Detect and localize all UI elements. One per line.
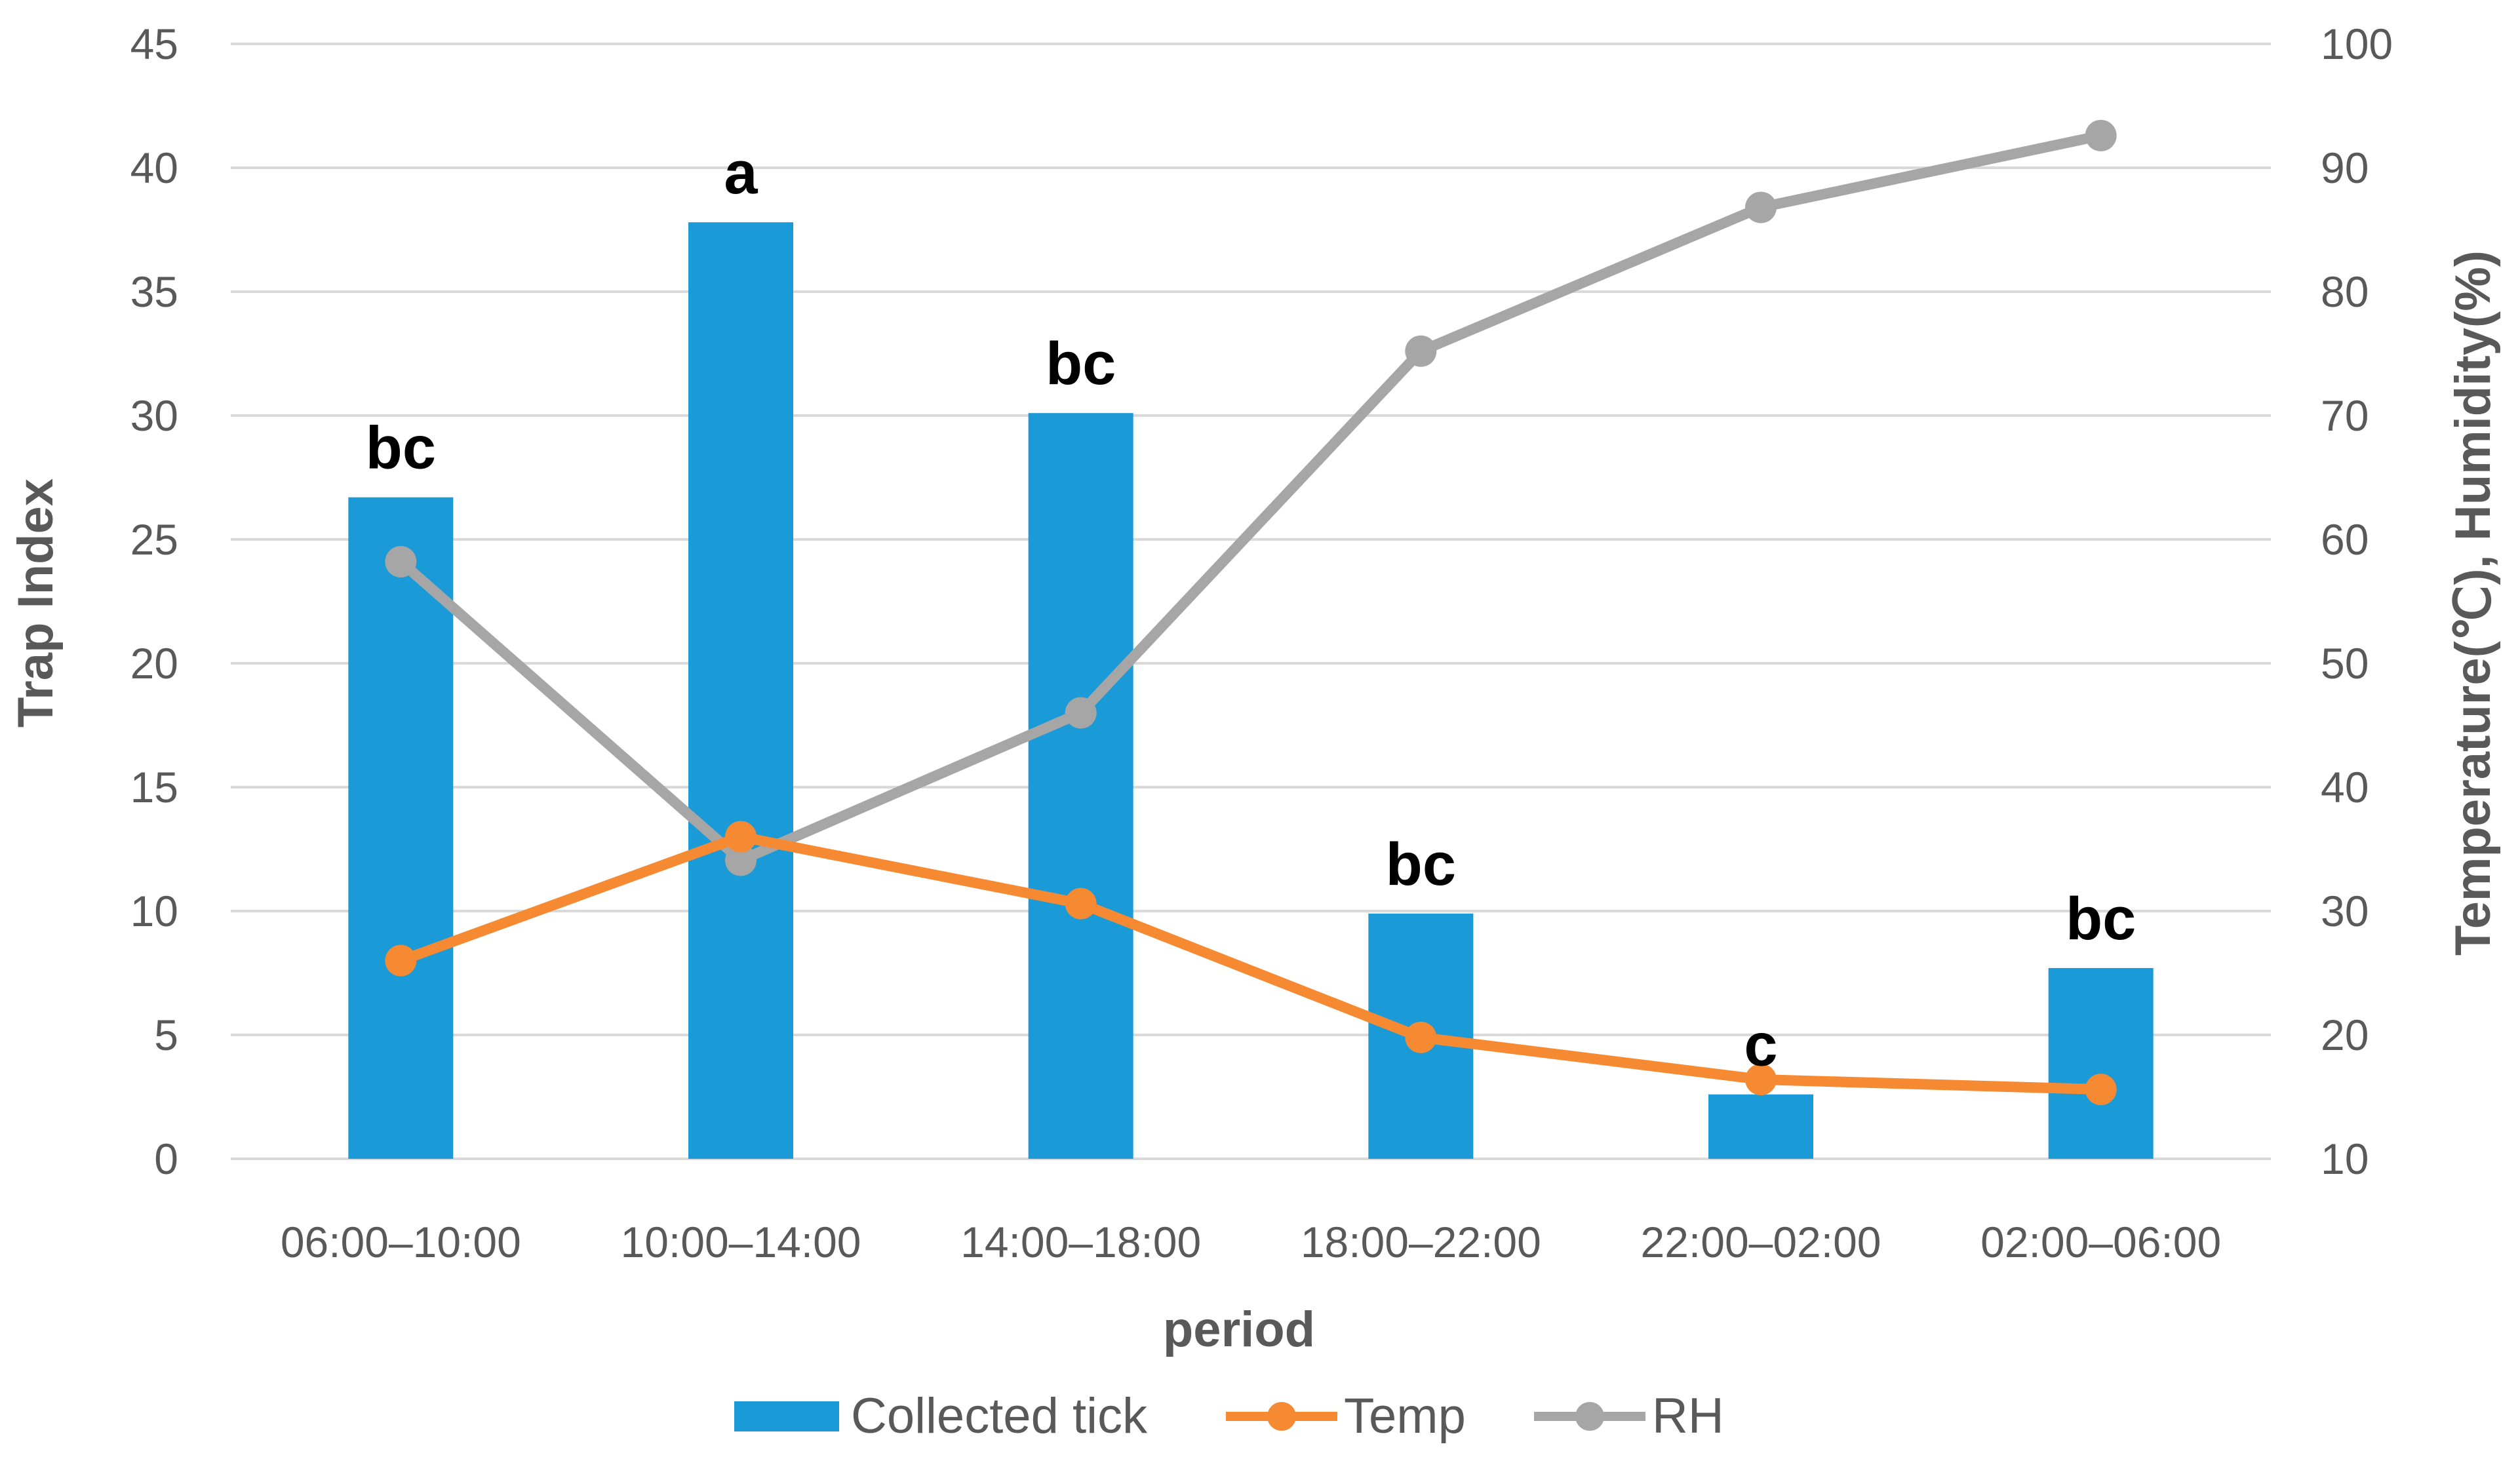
y-axis-title: Trap Index [8, 478, 64, 728]
point-rh [725, 844, 757, 876]
significance-label: bc [1386, 831, 1456, 898]
line-temp [395, 831, 2106, 1095]
point-temp [725, 821, 757, 853]
significance-label: a [724, 140, 758, 206]
significance-labels: bc a bc bc c bc [366, 140, 2136, 1079]
y2-tick-label: 50 [2321, 639, 2369, 688]
point-temp [1065, 887, 1097, 920]
line-series [385, 119, 2117, 1106]
significance-label: bc [2066, 885, 2136, 952]
y2-axis-title: Temperature(℃), Humidity(%) [2445, 250, 2501, 956]
x-tick-label: 06:00–10:00 [281, 1218, 521, 1266]
legend: Collected tick Temp RH [734, 1388, 1724, 1444]
bar [1708, 1094, 1813, 1159]
x-tick-label: 02:00–06:00 [1980, 1218, 2221, 1266]
left-axis-ticks: 0 5 10 15 20 25 30 35 40 45 [130, 20, 178, 1183]
y-tick-label: 15 [130, 763, 178, 811]
significance-label: bc [366, 415, 436, 482]
gridlines [231, 43, 2271, 1160]
significance-label: c [1744, 1012, 1777, 1079]
y-tick-label: 10 [130, 887, 178, 935]
point-temp [385, 944, 417, 977]
y2-tick-label: 30 [2321, 887, 2369, 935]
y-tick-label: 35 [130, 267, 178, 316]
point-rh [385, 546, 417, 578]
bar-series [348, 222, 2154, 1159]
legend-label-rh: RH [1652, 1388, 1724, 1444]
y2-tick-label: 40 [2321, 763, 2369, 811]
y-tick-label: 5 [154, 1011, 178, 1059]
line-rh [395, 130, 2106, 866]
y2-tick-label: 20 [2321, 1011, 2369, 1059]
point-rh [1065, 697, 1097, 729]
y-tick-label: 20 [130, 639, 178, 688]
point-rh [2085, 119, 2117, 151]
y-tick-label: 0 [154, 1135, 178, 1183]
y2-tick-label: 100 [2321, 20, 2393, 68]
y-tick-label: 40 [130, 144, 178, 192]
x-tick-label: 14:00–18:00 [960, 1218, 1201, 1266]
legend-label-temp: Temp [1344, 1388, 1466, 1444]
point-temp [1405, 1021, 1437, 1053]
legend-marker-temp [1267, 1402, 1296, 1431]
y2-tick-label: 70 [2321, 391, 2369, 440]
legend-label-collected-tick: Collected tick [851, 1388, 1148, 1444]
y-tick-label: 25 [130, 515, 178, 564]
point-rh [1405, 335, 1437, 367]
legend-marker-rh [1575, 1402, 1604, 1431]
y2-tick-label: 10 [2321, 1135, 2369, 1183]
bar [1028, 413, 1133, 1159]
y2-tick-label: 90 [2321, 144, 2369, 192]
x-axis-title: period [1163, 1302, 1315, 1357]
bar [348, 497, 454, 1159]
x-tick-label: 10:00–14:00 [620, 1218, 861, 1266]
right-axis-ticks: 10 20 30 40 50 60 70 80 90 100 [2321, 20, 2393, 1183]
y-tick-label: 30 [130, 391, 178, 440]
y2-tick-label: 80 [2321, 267, 2369, 316]
bar [688, 222, 793, 1159]
y-tick-label: 45 [130, 20, 178, 68]
x-tick-label: 18:00–22:00 [1301, 1218, 1541, 1266]
point-temp [1745, 1064, 1777, 1096]
legend-swatch-collected-tick [734, 1401, 839, 1431]
significance-label: bc [1046, 330, 1116, 397]
point-temp [2085, 1074, 2117, 1106]
y2-tick-label: 60 [2321, 515, 2369, 564]
x-axis-ticks: 06:00–10:00 10:00–14:00 14:00–18:00 18:00–2… [281, 1218, 2221, 1266]
x-tick-label: 22:00–02:00 [1640, 1218, 1881, 1266]
point-rh [1745, 191, 1777, 224]
bar [2048, 967, 2154, 1159]
